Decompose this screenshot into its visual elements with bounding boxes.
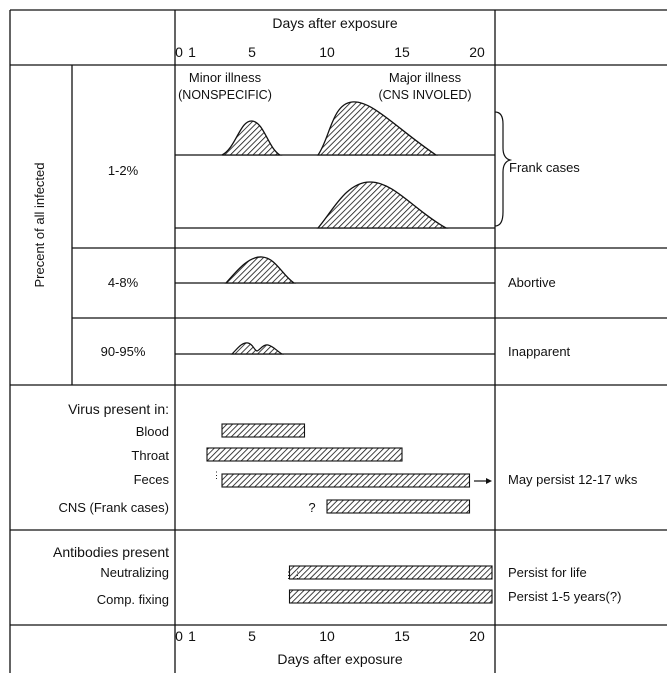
- major-illness-sublabel: (CNS INVOLED): [378, 88, 471, 102]
- feces-persist-note: May persist 12-17 wks: [508, 472, 638, 487]
- virus-section: Virus present in: Blood Throat Feces CNS…: [58, 401, 637, 515]
- major-illness-label: Major illness: [389, 70, 462, 85]
- antibody-label-comp-fixing: Comp. fixing: [97, 592, 169, 607]
- percent-abortive: 4-8%: [108, 275, 139, 290]
- frank-major-illness-curve-upper: [316, 101, 439, 156]
- percent-side-label: Precent of all infected: [32, 162, 47, 287]
- top-axis-tick-labels: 0 1 5 10 15 20: [175, 44, 485, 60]
- antibody-bar-comp-fixing: [288, 589, 493, 604]
- top-axis: Days after exposure 0 1 5 10 15 20: [175, 15, 485, 60]
- abortive-minor-illness-curve: [224, 256, 297, 284]
- bottom-axis-tick-15: 15: [394, 628, 410, 644]
- antibodies-section: Antibodies present Neutralizing Comp. fi…: [53, 544, 621, 607]
- feces-leading-dots: ⋮: [212, 470, 221, 480]
- top-axis-title: Days after exposure: [272, 15, 397, 31]
- antibody-label-neutralizing: Neutralizing: [100, 565, 169, 580]
- top-axis-tick-1: 1: [188, 44, 196, 60]
- percent-inapparent: 90-95%: [101, 344, 146, 359]
- outcome-inapparent: Inapparent: [508, 344, 571, 359]
- outcome-abortive: Abortive: [508, 275, 556, 290]
- inapparent-curve: [230, 342, 285, 355]
- bottom-axis-tick-labels: 0 1 5 10 15 20: [175, 628, 485, 644]
- top-axis-tick-5: 5: [248, 44, 256, 60]
- virus-label-throat: Throat: [131, 448, 169, 463]
- virus-label-blood: Blood: [136, 424, 169, 439]
- top-axis-tick-20: 20: [469, 44, 485, 60]
- bottom-axis-title: Days after exposure: [277, 651, 402, 667]
- top-axis-tick-15: 15: [394, 44, 410, 60]
- virus-label-feces: Feces: [134, 472, 170, 487]
- virus-label-cns: CNS (Frank cases): [58, 500, 169, 515]
- infected-section: Precent of all infected Minor illness (N…: [32, 70, 580, 359]
- bottom-axis-tick-20: 20: [469, 628, 485, 644]
- bottom-axis-tick-1: 1: [188, 628, 196, 644]
- virus-bar-cns: [326, 499, 471, 514]
- percent-frank-cases: 1-2%: [108, 163, 139, 178]
- minor-illness-sublabel: (NONSPECIFIC): [178, 88, 272, 102]
- antibodies-heading: Antibodies present: [53, 544, 169, 560]
- top-axis-tick-0: 0: [175, 44, 183, 60]
- bottom-axis-tick-5: 5: [248, 628, 256, 644]
- bottom-axis-tick-0: 0: [175, 628, 183, 644]
- virus-bar-throat: [206, 447, 403, 462]
- comp-fixing-persist-note: Persist 1-5 years(?): [508, 589, 621, 604]
- bottom-axis-tick-10: 10: [319, 628, 335, 644]
- frank-minor-illness-curve: [221, 120, 283, 156]
- antibody-bar-neutralizing: [288, 565, 493, 580]
- bottom-axis: 0 1 5 10 15 20 Days after exposure: [175, 628, 485, 667]
- neutralizing-persist-note: Persist for life: [508, 565, 587, 580]
- neutralizing-leading-dots: ⋮⋮: [284, 570, 302, 580]
- feces-arrow-head: [486, 478, 492, 484]
- top-axis-tick-10: 10: [319, 44, 335, 60]
- minor-illness-label: Minor illness: [189, 70, 262, 85]
- virus-bar-feces: [221, 473, 471, 488]
- outcome-frank-cases: Frank cases: [509, 160, 580, 175]
- frank-cases-brace: [494, 111, 513, 227]
- frank-major-illness-curve-lower: [316, 181, 449, 229]
- virus-heading: Virus present in:: [68, 401, 169, 417]
- cns-question-mark: ?: [308, 500, 315, 515]
- virus-bar-blood: [221, 423, 306, 438]
